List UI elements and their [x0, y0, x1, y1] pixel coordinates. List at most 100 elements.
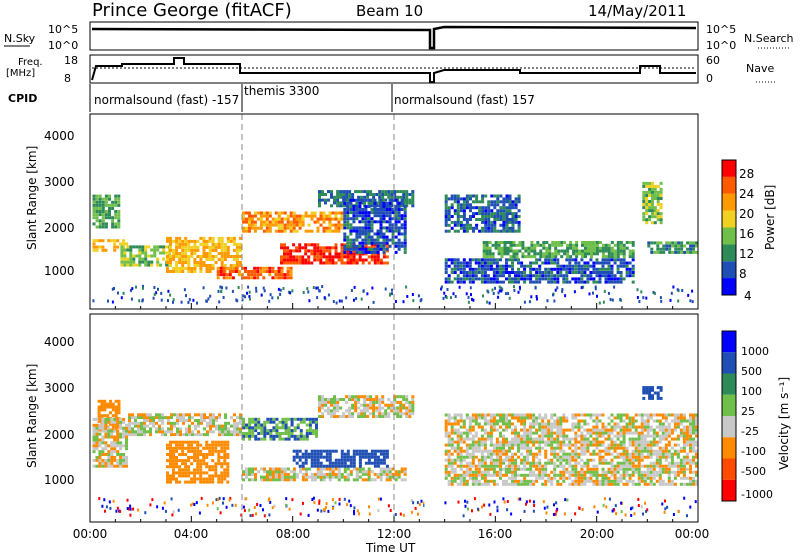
velocity-cell — [553, 473, 557, 477]
velocity-cell — [489, 473, 493, 477]
velocity-cell — [369, 398, 373, 401]
power-cell — [480, 280, 484, 284]
power-scatter-cell — [561, 289, 564, 293]
power-cell — [132, 245, 136, 249]
power-cell — [342, 195, 346, 199]
velocity-cell — [583, 419, 587, 423]
power-cell — [382, 255, 386, 259]
power-cell — [373, 238, 377, 242]
power-cell — [178, 267, 182, 270]
power-cell — [505, 258, 508, 262]
velocity-cell — [517, 446, 520, 450]
power-cell — [169, 239, 172, 243]
power-cell — [397, 208, 401, 211]
power-cell — [625, 246, 629, 250]
power-cell — [674, 244, 678, 248]
velocity-cell — [290, 432, 294, 435]
power-cell — [506, 241, 510, 244]
power-cell — [653, 187, 657, 191]
velocity-cell — [459, 419, 463, 423]
power-cell — [277, 229, 281, 233]
velocity-cell — [278, 434, 282, 438]
velocity-cell — [248, 437, 252, 441]
velocity-cell — [502, 413, 505, 417]
velocity-cell — [607, 446, 611, 450]
power-cell — [478, 209, 482, 213]
velocity-cell — [444, 464, 448, 468]
velocity-cell — [227, 430, 230, 434]
power-cell — [349, 261, 353, 265]
velocity-cell — [499, 413, 502, 417]
power-cell — [397, 241, 401, 245]
velocity-cell — [505, 419, 508, 423]
velocity-cell — [456, 482, 460, 486]
power-cell — [220, 258, 224, 261]
velocity-cell — [337, 472, 341, 476]
power-cell — [502, 229, 506, 233]
power-cell — [381, 190, 385, 194]
velocity-cell — [450, 461, 454, 465]
power-cell — [411, 204, 415, 208]
power-cell — [474, 261, 478, 265]
power-cell — [334, 249, 338, 253]
power-cell — [211, 267, 215, 270]
power-cell — [568, 271, 572, 274]
power-cell — [490, 212, 494, 216]
power-cell — [382, 250, 386, 254]
power-scatter-cell — [366, 292, 369, 296]
velocity-cell — [514, 452, 517, 456]
power-cell — [388, 205, 392, 208]
velocity-cell — [474, 482, 478, 486]
velocity-cell — [354, 398, 358, 401]
velocity-cell — [544, 470, 548, 474]
power-cell — [462, 271, 466, 274]
velocity-cell — [328, 464, 332, 468]
velocity-cell — [193, 449, 197, 453]
velocity-cell — [218, 424, 221, 428]
power-cell — [613, 274, 617, 278]
power-cell — [387, 190, 391, 194]
velocity-cell — [176, 433, 179, 437]
power-cell — [334, 246, 338, 250]
power-cell — [485, 252, 489, 256]
velocity-cell — [307, 455, 311, 459]
power-cell — [292, 217, 296, 221]
velocity-cell — [529, 470, 533, 474]
power-cell — [387, 195, 391, 199]
velocity-cell — [315, 426, 318, 430]
velocity-cell — [140, 416, 143, 420]
power-cell — [202, 252, 206, 255]
velocity-cell — [184, 471, 188, 475]
velocity-cell — [218, 427, 221, 431]
velocity-cell — [172, 440, 175, 444]
power-cell — [92, 222, 96, 226]
power-cell — [499, 229, 503, 233]
power-cell — [465, 200, 469, 204]
power-scatter-cell — [546, 299, 549, 303]
power-cell — [616, 249, 620, 253]
velocity-cell — [598, 449, 602, 453]
power-cell — [539, 255, 543, 259]
velocity-cell — [176, 427, 179, 431]
velocity-cell — [577, 482, 581, 486]
power-scatter-cell — [523, 300, 526, 304]
velocity-cell — [502, 467, 505, 471]
velocity-cell — [184, 480, 188, 484]
velocity-cell — [559, 476, 563, 480]
velocity-cell — [327, 412, 330, 416]
power-cell — [132, 254, 136, 258]
velocity-cell — [302, 420, 306, 424]
power-cell — [259, 214, 263, 218]
power-cell — [366, 193, 370, 196]
velocity-cell — [571, 437, 575, 441]
velocity-cell — [331, 470, 335, 474]
velocity-cell — [559, 473, 563, 477]
power-cell — [468, 280, 472, 284]
velocity-cell — [565, 428, 569, 432]
power-cell — [571, 258, 575, 262]
velocity-cell — [535, 416, 539, 420]
power-cell — [150, 263, 154, 267]
velocity-cell — [354, 403, 358, 407]
power-cell — [318, 204, 321, 208]
velocity-cell — [342, 412, 346, 416]
